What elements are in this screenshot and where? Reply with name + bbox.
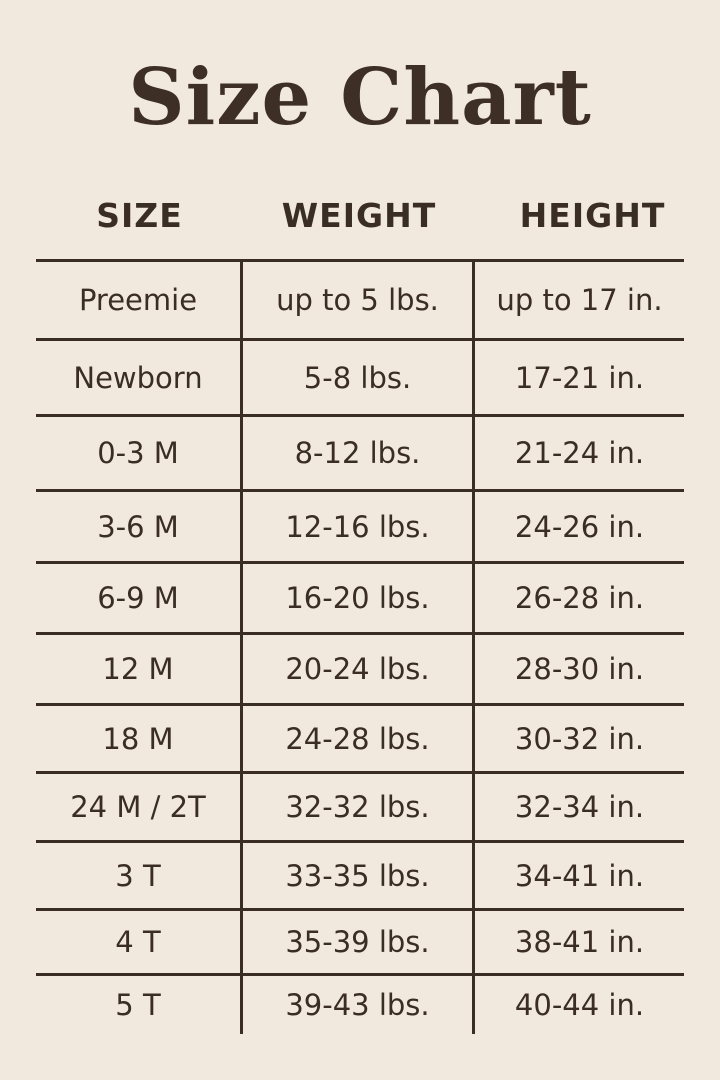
size-cell: Preemie: [36, 262, 243, 338]
height-cell: up to 17 in.: [496, 283, 663, 317]
height-cell: 28-30 in.: [514, 652, 645, 686]
size-cell: 0-3 M: [36, 417, 243, 489]
size-cell: 3-6 M: [36, 492, 243, 561]
size-cell: 4 T: [36, 911, 243, 973]
weight-cell: 33-35 lbs.: [243, 843, 475, 908]
table-row: 12 M 20-24 lbs. 28-30 in.: [36, 632, 684, 703]
weight-cell: 8-12 lbs.: [243, 417, 475, 489]
table-row: 4 T 35-39 lbs. 38-41 in.: [36, 908, 684, 973]
height-cell: 26-28 in.: [514, 581, 645, 615]
header-weight: WEIGHT: [281, 196, 437, 235]
size-table: Preemie up to 5 lbs. up to 17 in. Newborn 5-…: [36, 259, 684, 1034]
table-row: 0-3 M 8-12 lbs. 21-24 in.: [36, 414, 684, 489]
weight-cell: 35-39 lbs.: [243, 911, 475, 973]
weight-cell: up to 5 lbs.: [243, 262, 475, 338]
height-cell: 17-21 in.: [514, 360, 645, 395]
table-row: 6-9 M 16-20 lbs. 26-28 in.: [36, 561, 684, 632]
size-cell: 3 T: [36, 843, 243, 908]
weight-cell: 24-28 lbs.: [243, 706, 475, 771]
size-cell: 6-9 M: [36, 564, 243, 632]
table-row: 18 M 24-28 lbs. 30-32 in.: [36, 703, 684, 771]
height-cell: 21-24 in.: [514, 436, 645, 470]
size-cell: 24 M / 2T: [36, 774, 243, 840]
table-row: 3 T 33-35 lbs. 34-41 in.: [36, 840, 684, 908]
size-cell: 12 M: [36, 635, 243, 703]
height-cell: 32-34 in.: [514, 790, 645, 824]
table-row: 3-6 M 12-16 lbs. 24-26 in.: [36, 489, 684, 561]
weight-cell: 32-32 lbs.: [243, 774, 475, 840]
height-cell: 30-32 in.: [514, 721, 645, 756]
page-title: Size Chart: [128, 52, 592, 143]
size-cell: 18 M: [36, 706, 243, 771]
weight-cell: 12-16 lbs.: [243, 492, 475, 561]
table-row: Newborn 5-8 lbs. 17-21 in.: [36, 338, 684, 414]
size-cell: Newborn: [36, 341, 243, 414]
table-row: 24 M / 2T 32-32 lbs. 32-34 in.: [36, 771, 684, 840]
table-row: 5 T 39-43 lbs. 40-44 in.: [36, 973, 684, 1034]
height-cell: 38-41 in.: [514, 925, 645, 959]
table-row: Preemie up to 5 lbs. up to 17 in.: [36, 259, 684, 338]
height-cell: 40-44 in.: [514, 988, 645, 1022]
height-cell: 24-26 in.: [514, 509, 645, 544]
header-size: SIZE: [96, 196, 183, 235]
size-cell: 5 T: [36, 976, 243, 1034]
weight-cell: 5-8 lbs.: [243, 341, 475, 414]
weight-cell: 16-20 lbs.: [243, 564, 475, 632]
header-height: HEIGHT: [519, 196, 666, 235]
height-cell: 34-41 in.: [514, 858, 645, 893]
weight-cell: 39-43 lbs.: [243, 976, 475, 1034]
weight-cell: 20-24 lbs.: [243, 635, 475, 703]
